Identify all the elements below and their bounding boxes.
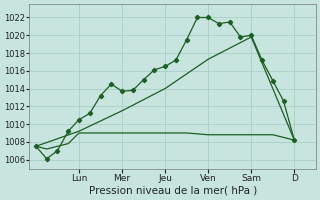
- X-axis label: Pression niveau de la mer( hPa ): Pression niveau de la mer( hPa ): [89, 186, 257, 196]
